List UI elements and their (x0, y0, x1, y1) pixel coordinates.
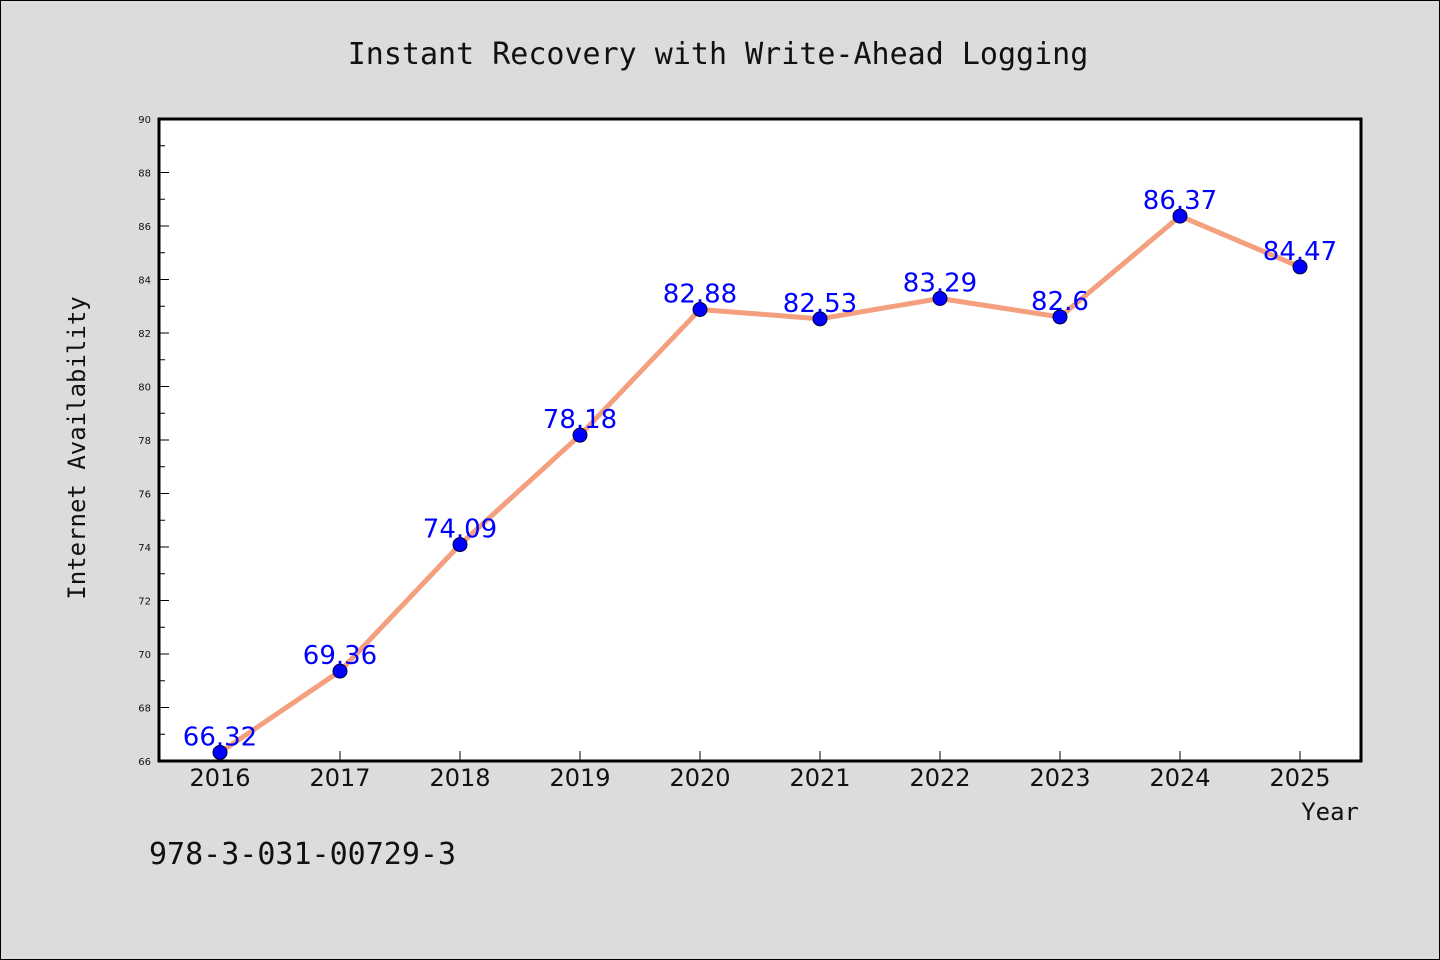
data-markers (212, 208, 1308, 760)
isbn-text: 978-3-031-00729-3 (149, 837, 456, 872)
x-axis: 2016 2017 2018 2019 2020 2021 2022 2023 2024 2025 (189, 751, 1331, 792)
y-tick-label: 86 (138, 222, 151, 233)
data-point (1052, 309, 1068, 325)
y-tick-label: 78 (138, 436, 151, 447)
y-tick-label: 84 (138, 276, 151, 287)
x-tick-label: 2016 (189, 764, 250, 792)
data-label: 82.6 (1031, 287, 1089, 317)
data-point (1292, 259, 1308, 275)
data-label: 78.18 (543, 405, 617, 435)
y-tick-label: 66 (138, 757, 151, 768)
data-point (932, 290, 948, 306)
x-tick-label: 2018 (429, 764, 490, 792)
y-tick-label: 72 (138, 597, 151, 608)
data-label: 83.29 (903, 268, 977, 298)
x-tick-label: 2024 (1149, 764, 1210, 792)
y-axis: 66 68 70 72 74 76 78 80 82 84 86 88 90 (138, 115, 169, 768)
data-point (212, 744, 228, 760)
y-tick-label: 82 (138, 329, 151, 340)
x-tick-label: 2022 (909, 764, 970, 792)
data-label: 82.88 (663, 279, 737, 309)
data-label: 84.47 (1263, 237, 1337, 267)
x-tick-label: 2021 (789, 764, 850, 792)
data-label: 74.09 (423, 515, 497, 545)
x-tick-label: 2020 (669, 764, 730, 792)
data-point (812, 311, 828, 327)
data-point (572, 427, 588, 443)
data-label: 66.32 (183, 722, 257, 752)
data-label: 69.36 (303, 641, 377, 671)
data-point (692, 301, 708, 317)
chart-title: Instant Recovery with Write-Ahead Loggin… (348, 37, 1089, 72)
x-tick-label: 2019 (549, 764, 610, 792)
data-point (1172, 208, 1188, 224)
x-tick-label: 2023 (1029, 764, 1090, 792)
series-line (218, 213, 1301, 755)
data-label: 86.37 (1143, 186, 1217, 216)
y-axis-label: Internet Availability (63, 296, 91, 599)
y-tick-label: 74 (138, 543, 151, 554)
y-tick-label: 76 (138, 490, 151, 501)
data-point (452, 537, 468, 553)
y-tick-label: 88 (138, 169, 151, 180)
x-tick-label: 2017 (309, 764, 370, 792)
y-tick-label: 70 (138, 650, 151, 661)
y-tick-label: 80 (138, 383, 151, 394)
y-tick-label: 68 (138, 704, 151, 715)
data-label: 82.53 (783, 289, 857, 319)
x-axis-label: Year (1301, 798, 1359, 826)
data-labels: 66.32 69.36 74.09 78.18 82.88 82.53 83.29 82.6 8… (183, 186, 1337, 752)
data-point (332, 663, 348, 679)
x-tick-label: 2025 (1269, 764, 1330, 792)
y-tick-label: 90 (138, 115, 151, 126)
